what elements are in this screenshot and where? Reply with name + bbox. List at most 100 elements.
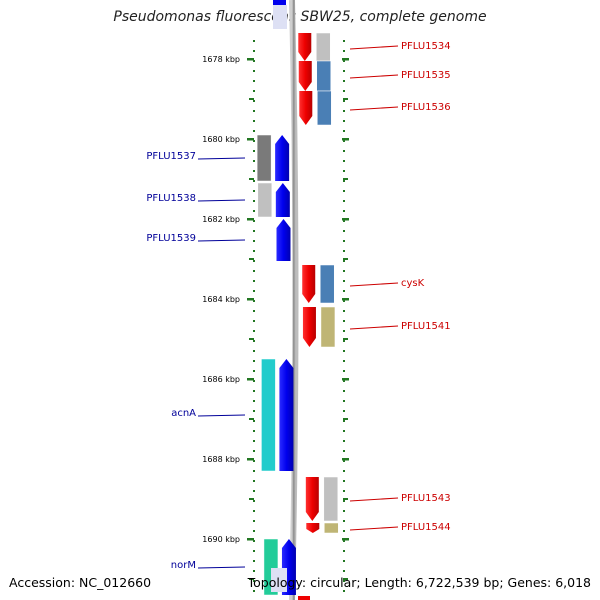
guide-dot (253, 580, 255, 582)
major-tick-left (247, 298, 254, 301)
cog-category-box (319, 264, 335, 304)
guide-dot (253, 110, 255, 112)
minor-tick-right (343, 338, 348, 340)
guide-dot (343, 230, 345, 232)
minor-tick-right (343, 178, 348, 180)
guide-dot (343, 410, 345, 412)
guide-dot (253, 150, 255, 152)
minor-tick-left (249, 178, 254, 180)
guide-dot (253, 370, 255, 372)
guide-dot (253, 100, 255, 102)
guide-dot (253, 230, 255, 232)
guide-dot (253, 270, 255, 272)
guide-dot (343, 400, 345, 402)
guide-dot (253, 350, 255, 352)
guide-dot (343, 250, 345, 252)
label-leader-line (349, 45, 399, 50)
guide-dot (343, 120, 345, 122)
guide-dot (253, 550, 255, 552)
major-tick-right (342, 538, 349, 541)
partial-gene-stub (273, 0, 286, 5)
gene-label-reverse: PFLU1537 (146, 151, 196, 162)
guide-dot (343, 580, 345, 582)
guide-dot (253, 290, 255, 292)
guide-dot (343, 290, 345, 292)
guide-dot (343, 560, 345, 562)
map-title: Pseudomonas fluorescens SBW25, complete … (113, 9, 487, 25)
label-leader-line (349, 497, 399, 502)
guide-dot (343, 340, 345, 342)
label-leader-line (197, 566, 246, 569)
major-tick-left (247, 218, 254, 221)
guide-dot (343, 130, 345, 132)
guide-dot (253, 570, 255, 572)
guide-dot (343, 100, 345, 102)
guide-dot (343, 190, 345, 192)
gene-label-reverse: PFLU1539 (146, 233, 196, 244)
label-leader-line (349, 526, 399, 531)
guide-dot (343, 80, 345, 82)
guide-dot (253, 390, 255, 392)
cog-category-box (317, 90, 332, 126)
guide-dot (343, 510, 345, 512)
guide-dot (253, 460, 255, 462)
label-leader-line (349, 282, 399, 287)
label-leader-line (197, 239, 246, 242)
guide-dot (253, 430, 255, 432)
label-leader-line (349, 325, 399, 330)
major-tick-right (342, 458, 349, 461)
guide-dot (343, 90, 345, 92)
minor-tick-left (249, 418, 254, 420)
guide-dot (253, 590, 255, 592)
gene-label-forward: PFLU1541 (401, 321, 451, 332)
major-tick-left (247, 538, 254, 541)
forward-gene-arrow (302, 307, 316, 347)
guide-dot (343, 170, 345, 172)
guide-dot (253, 540, 255, 542)
guide-dot (343, 390, 345, 392)
guide-dot (253, 300, 255, 302)
guide-dot (253, 520, 255, 522)
guide-dot (253, 420, 255, 422)
guide-dot (343, 220, 345, 222)
major-tick-left (247, 458, 254, 461)
major-tick-right (342, 298, 349, 301)
label-leader-line (349, 74, 399, 79)
guide-dot (343, 480, 345, 482)
forward-gene-arrow (305, 477, 319, 521)
guide-dot (343, 350, 345, 352)
guide-dot (253, 380, 255, 382)
gene-label-forward: PFLU1536 (401, 102, 451, 113)
reverse-gene-arrow (279, 359, 294, 471)
cog-category-box (316, 60, 332, 92)
cog-category-box (320, 306, 336, 348)
guide-dot (343, 370, 345, 372)
major-tick-left (247, 58, 254, 61)
guide-dot (253, 490, 255, 492)
guide-dot (343, 200, 345, 202)
label-leader-line (197, 199, 246, 202)
tick-layer: 1678 kbp 1680 kbp 1682 kbp 1684 kbp 1686 kbp… (202, 55, 349, 580)
reverse-gene-arrow (276, 219, 291, 261)
label-layer: PFLU1534 PFLU1535 PFLU1536 cysK PFLU1541 PFLU… (146, 41, 450, 571)
gene-label-reverse: PFLU1538 (146, 193, 196, 204)
major-tick-right (342, 218, 349, 221)
guide-dot (253, 560, 255, 562)
guide-dot (343, 210, 345, 212)
genome-summary-text: Topology: circular; Length: 6,722,539 bp… (247, 575, 591, 590)
guide-dot (253, 480, 255, 482)
guide-dot (343, 320, 345, 322)
guide-dot (343, 420, 345, 422)
guide-dot (253, 80, 255, 82)
guide-dot (253, 500, 255, 502)
guide-dot (343, 570, 345, 572)
guide-dot (253, 170, 255, 172)
guide-dot (343, 490, 345, 492)
gene-label-forward: PFLU1544 (401, 522, 451, 533)
tick-label: 1690 kbp (202, 535, 240, 544)
guide-dot (343, 360, 345, 362)
guide-dot (343, 160, 345, 162)
cog-category-box (324, 522, 339, 534)
backbone-layer (289, 0, 299, 600)
